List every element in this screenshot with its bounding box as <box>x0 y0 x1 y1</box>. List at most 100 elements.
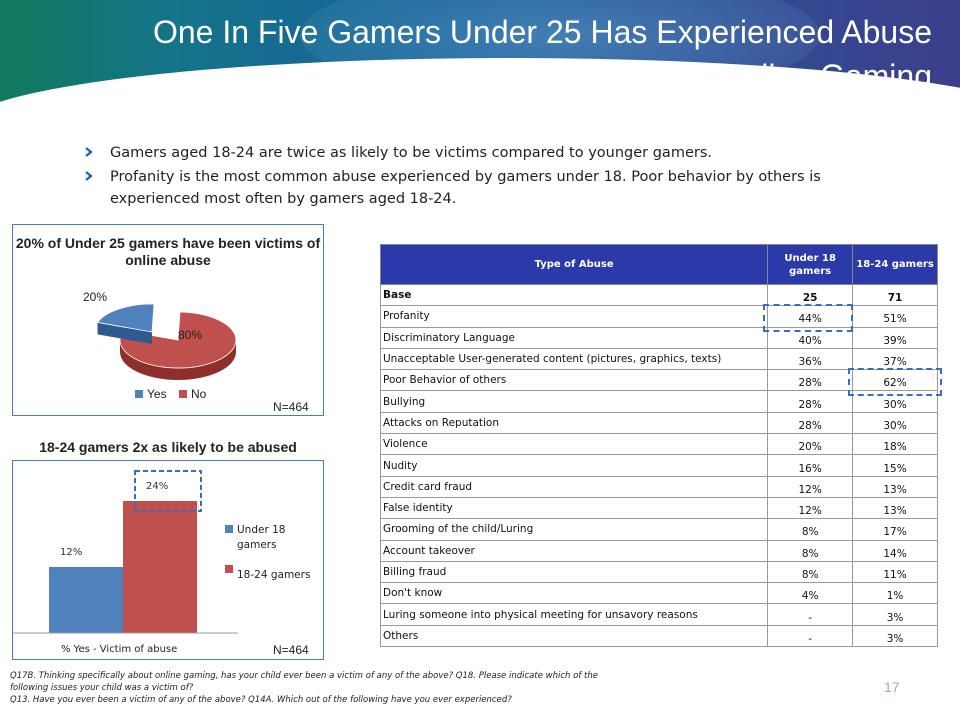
abuse-type-cell: Profanity <box>379 305 769 328</box>
under18-value-cell: 8% <box>767 518 854 541</box>
header-18-24: 18-24 gamers <box>852 244 938 285</box>
highlight-24-percent <box>134 470 202 512</box>
table-row: Luring someone into physical meeting for… <box>379 603 938 626</box>
under18-value-cell: 16% <box>767 454 854 477</box>
age1824-value-cell: 37% <box>852 347 938 371</box>
chevron-right-icon <box>85 147 93 157</box>
age1824-value-cell: 3% <box>852 603 938 626</box>
abuse-type-cell: Account takeover <box>379 539 769 562</box>
age1824-value-cell: 30% <box>852 411 938 435</box>
age1824-value-cell: 11% <box>852 560 938 584</box>
pie-slice-no <box>119 311 237 369</box>
age1824-value-cell: 13% <box>852 496 938 520</box>
pie-n-label: N=464 <box>273 400 309 414</box>
bullet-list: Gamers aged 18-24 are twice as likely to… <box>82 142 882 212</box>
bar-legend-swatch <box>225 565 233 573</box>
table-row: Nudity 16% 15% <box>379 454 938 477</box>
table-row: Don't know 4% 1% <box>379 582 938 605</box>
footnote-line: Q17B. Thinking specifically about online… <box>10 671 598 681</box>
under18-value-cell: - <box>767 603 854 626</box>
under18-value-cell: - <box>767 624 854 648</box>
abuse-type-cell: Luring someone into physical meeting for… <box>379 603 769 626</box>
under18-value-cell: 28% <box>767 411 854 435</box>
under18-value-cell: 12% <box>767 475 854 498</box>
under18-value-cell: 28% <box>767 369 854 392</box>
legend-item-yes: Yes <box>135 387 167 401</box>
legend-swatch-yes <box>135 390 143 398</box>
bar-under18 <box>49 567 123 633</box>
table-row: Billing fraud 8% 11% <box>379 560 938 584</box>
bar-chart: 12% 24% % Yes - Victim of abuse Under 18 gam… <box>13 470 310 655</box>
bullet-item: Profanity is the most common abuse exper… <box>82 166 882 210</box>
highlight-poor-behavior-18-24 <box>848 368 942 396</box>
pie-chart-title: 20% of Under 25 gamers have been victims… <box>15 235 321 268</box>
abuse-type-cell: Others <box>379 624 769 648</box>
age1824-value-cell: 1% <box>852 582 938 605</box>
bullet-text: Profanity is the most common abuse exper… <box>110 169 821 207</box>
table-row: Violence 20% 18% <box>379 433 938 456</box>
pie-slice-yes <box>96 303 155 333</box>
highlight-profanity-under18 <box>763 304 853 332</box>
bullet-text: Gamers aged 18-24 are twice as likely to… <box>110 145 712 161</box>
abuse-type-cell: Attacks on Reputation <box>379 411 769 435</box>
under18-value-cell: 20% <box>767 433 854 456</box>
bar-legend-swatch <box>225 525 233 533</box>
abuse-type-cell: Nudity <box>379 454 769 477</box>
legend-swatch-no <box>179 390 187 398</box>
header-under-18: Under 18 gamers <box>767 244 854 285</box>
bar-legend-label-18-24: 18-24 gamers <box>237 569 310 581</box>
abuse-type-cell: Billing fraud <box>379 560 769 584</box>
bar-n-label: N=464 <box>273 643 309 657</box>
age1824-value-cell: 15% <box>852 454 938 477</box>
bar-chart-panel: 12% 24% % Yes - Victim of abuse Under 18 gam… <box>12 460 324 660</box>
age1824-value-cell: 18% <box>852 433 938 456</box>
legend-label-yes: Yes <box>147 387 167 401</box>
slide-title: One In Five Gamers Under 25 Has Experien… <box>152 14 932 94</box>
age1824-value-cell: 39% <box>852 326 938 349</box>
abuse-type-cell: Credit card fraud <box>379 475 769 498</box>
abuse-type-cell: Don't know <box>379 582 769 605</box>
base-label: Base <box>379 283 769 307</box>
table-row: Others -3% <box>379 624 938 648</box>
abuse-type-cell: Discriminatory Language <box>379 326 769 349</box>
under18-value-cell: 36% <box>767 347 854 371</box>
under18-value-cell: 12% <box>767 496 854 520</box>
under18-value-cell: 4% <box>767 582 854 605</box>
x-tick-label: % Yes - Victim of abuse <box>61 644 177 655</box>
bullet-item: Gamers aged 18-24 are twice as likely to… <box>82 142 882 164</box>
bar-data-label: 12% <box>60 547 82 558</box>
table-row: Poor Behavior of others 28% 62% <box>379 369 938 392</box>
bar-data-label: 24% <box>146 481 168 492</box>
legend-item-no: No <box>179 387 206 401</box>
age1824-value-cell: 51% <box>852 305 938 328</box>
table-row: Unacceptable User-generated content (pic… <box>379 347 938 371</box>
abuse-type-cell: False identity <box>379 496 769 520</box>
chevron-right-icon <box>85 171 93 181</box>
table-row: False identity 12% 13% <box>379 496 938 520</box>
footnote: Q17B. Thinking specifically about online… <box>10 670 710 706</box>
age1824-value-cell: 14% <box>852 539 938 562</box>
pie-chart-panel: 20% of Under 25 gamers have been victims… <box>12 224 324 416</box>
abuse-type-cell: Grooming of the child/Luring <box>379 518 769 541</box>
pie-label-no: 80% <box>178 328 202 342</box>
table-row: Bullying 28% 30% <box>379 390 938 413</box>
abuse-type-cell: Unacceptable User-generated content (pic… <box>379 347 769 371</box>
age1824-value-cell: 17% <box>852 518 938 541</box>
base-18-24: 71 <box>852 283 938 307</box>
table-row: Profanity 44% 51% <box>379 305 938 328</box>
header-type-of-abuse: Type of Abuse <box>379 244 769 285</box>
base-under18: 25 <box>767 283 854 307</box>
abuse-type-table: Type of Abuse Under 18 gamers 18-24 game… <box>379 244 938 648</box>
pie-slice-yes-side <box>97 322 152 344</box>
table-row: Discriminatory Language 40% 39% <box>379 326 938 349</box>
pie-label-yes: 20% <box>83 290 107 304</box>
table-header-row: Type of Abuse Under 18 gamers 18-24 game… <box>379 244 938 285</box>
table-row-base: Base 25 71 <box>379 283 938 307</box>
abuse-type-cell: Bullying <box>379 390 769 413</box>
under18-value-cell: 8% <box>767 539 854 562</box>
abuse-type-cell: Poor Behavior of others <box>379 369 769 392</box>
footnote-line: Q13. Have you ever been a victim of any … <box>10 695 512 705</box>
header-banner: One In Five Gamers Under 25 Has Experien… <box>0 0 960 108</box>
abuse-type-cell: Violence <box>379 433 769 456</box>
pie-slice-no-side <box>120 340 236 380</box>
